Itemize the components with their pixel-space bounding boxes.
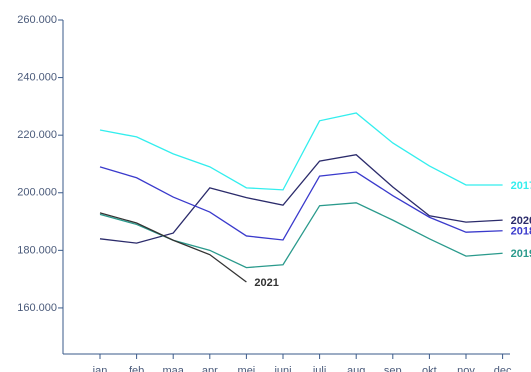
series-line	[99, 112, 503, 191]
y-tick-label: 200.000	[17, 187, 57, 199]
series-label: 2020	[511, 215, 531, 227]
y-tick-label: 240.000	[17, 71, 57, 83]
x-tick-label: nov	[457, 365, 475, 372]
x-tick-label: juli	[312, 365, 326, 372]
y-tick-label: 160.000	[17, 302, 57, 314]
y-tick-label: 180.000	[17, 244, 57, 256]
series-line	[99, 212, 247, 283]
x-tick-label: juni	[273, 365, 291, 372]
y-tick-label: 220.000	[17, 129, 57, 141]
series-label: 2018	[511, 226, 531, 238]
x-tick-label: jan	[92, 365, 108, 372]
series-label: 2017	[511, 180, 531, 192]
x-tick-label: apr	[202, 365, 218, 372]
series-label: 2021	[254, 277, 278, 289]
x-tick-label: aug	[347, 365, 365, 372]
series-line	[99, 166, 503, 241]
x-tick-label: okt	[422, 365, 437, 372]
x-tick-label: sep	[384, 365, 402, 372]
x-tick-label: mei	[238, 365, 256, 372]
x-tick-label: feb	[129, 365, 144, 372]
series-label: 2019	[511, 248, 531, 260]
series-line	[99, 202, 503, 269]
series-line	[99, 154, 503, 244]
x-tick-label: maa	[162, 365, 184, 372]
y-tick-label: 260.000	[17, 14, 57, 26]
x-tick-label: dec	[494, 365, 512, 372]
